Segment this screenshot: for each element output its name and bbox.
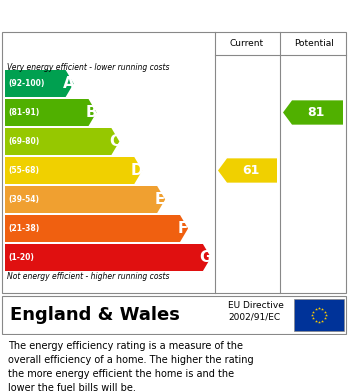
Text: C: C xyxy=(109,134,120,149)
Polygon shape xyxy=(283,100,343,125)
Text: (39-54): (39-54) xyxy=(8,195,39,204)
Polygon shape xyxy=(5,186,165,213)
Text: (1-20): (1-20) xyxy=(8,253,34,262)
Polygon shape xyxy=(5,157,142,184)
Text: (69-80): (69-80) xyxy=(8,137,39,146)
Text: Current: Current xyxy=(230,38,264,47)
Text: England & Wales: England & Wales xyxy=(10,306,180,324)
Polygon shape xyxy=(5,244,211,271)
Polygon shape xyxy=(5,215,188,242)
Polygon shape xyxy=(5,128,119,155)
Polygon shape xyxy=(5,70,74,97)
Bar xyxy=(294,299,344,331)
Polygon shape xyxy=(218,158,277,183)
Text: F: F xyxy=(178,221,188,236)
Text: A: A xyxy=(63,76,74,91)
Text: (92-100): (92-100) xyxy=(8,79,45,88)
Text: G: G xyxy=(200,250,212,265)
Text: (55-68): (55-68) xyxy=(8,166,39,175)
Text: EU Directive
2002/91/EC: EU Directive 2002/91/EC xyxy=(228,301,284,321)
Text: D: D xyxy=(131,163,144,178)
Text: 61: 61 xyxy=(242,164,259,177)
Text: 81: 81 xyxy=(307,106,325,119)
Polygon shape xyxy=(5,99,96,126)
Text: E: E xyxy=(155,192,165,207)
Text: (21-38): (21-38) xyxy=(8,224,39,233)
Text: Not energy efficient - higher running costs: Not energy efficient - higher running co… xyxy=(7,272,169,281)
Text: Potential: Potential xyxy=(294,38,334,47)
Text: (81-91): (81-91) xyxy=(8,108,39,117)
Text: The energy efficiency rating is a measure of the
overall efficiency of a home. T: The energy efficiency rating is a measur… xyxy=(8,341,254,391)
Text: B: B xyxy=(86,105,97,120)
Text: Very energy efficient - lower running costs: Very energy efficient - lower running co… xyxy=(7,63,169,72)
Text: Energy Efficiency Rating: Energy Efficiency Rating xyxy=(69,7,279,23)
